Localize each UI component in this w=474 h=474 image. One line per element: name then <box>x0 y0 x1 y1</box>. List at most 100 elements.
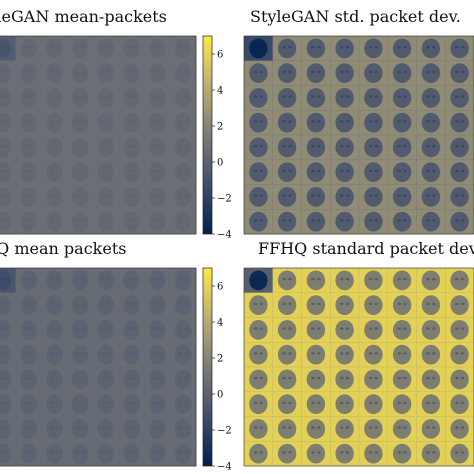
packet-tile <box>243 391 274 417</box>
colorbar-tick-label: 2 <box>217 354 223 365</box>
packet-tile <box>67 85 94 111</box>
panel-title-3: FFHQ mean packets <box>0 239 126 258</box>
panel-title-1: StyleGAN mean-packets <box>0 7 167 26</box>
packet-tile <box>41 184 68 210</box>
heatmap-stylegan-mean <box>0 35 197 235</box>
packet-tile <box>0 441 17 467</box>
packet-tile <box>144 366 171 393</box>
packet-tile <box>243 317 274 343</box>
packet-tile <box>301 267 331 294</box>
packet-tile <box>387 209 417 235</box>
packet-tile <box>144 342 171 368</box>
colorbar-tick-label: −2 <box>217 426 232 437</box>
packet-tile <box>387 292 417 318</box>
colorbar-tick-label: 0 <box>217 158 223 169</box>
packet-tile <box>387 317 417 343</box>
packet-tile <box>387 85 417 111</box>
packet-tile <box>41 317 68 343</box>
packet-tile <box>358 292 389 318</box>
packet-tile <box>387 441 417 467</box>
packet-tile <box>387 391 417 417</box>
packet-tile <box>41 441 68 467</box>
packet-tile <box>330 184 360 210</box>
packet-tile <box>243 209 274 235</box>
packet-tile <box>0 209 17 235</box>
packet-tile <box>387 184 417 210</box>
packet-tile <box>330 342 360 368</box>
packet-tile <box>358 110 389 136</box>
packet-tile <box>272 35 302 62</box>
packet-tile <box>272 209 302 235</box>
heatmap-stylegan-std <box>243 35 474 235</box>
packet-tile <box>445 267 474 294</box>
packet-tile <box>387 134 417 161</box>
packet-tile <box>144 159 171 185</box>
packet-tile <box>416 292 446 318</box>
packet-tile <box>170 391 197 417</box>
packet-tile <box>170 441 197 467</box>
packet-tile <box>0 391 17 417</box>
packet-tile <box>330 159 360 185</box>
packet-tile <box>272 416 302 442</box>
packet-tile <box>67 366 94 393</box>
packet-tile <box>416 134 446 161</box>
packet-tile <box>272 85 302 111</box>
packet-tile <box>445 342 474 368</box>
packet-tile <box>416 110 446 136</box>
packet-tile <box>92 60 120 86</box>
packet-tile <box>387 110 417 136</box>
packet-tile <box>330 416 360 442</box>
packet-tile <box>358 391 389 417</box>
packet-tile <box>92 267 120 294</box>
colorbar-tick-label: 6 <box>217 282 223 293</box>
colorbar-tick-label: −4 <box>217 230 232 241</box>
packet-tile <box>0 416 17 442</box>
heatmap-ffhq-std <box>243 267 474 467</box>
packet-tile <box>92 184 120 210</box>
packet-tile <box>301 35 331 62</box>
packet-tile <box>41 267 68 294</box>
packet-tile <box>41 342 68 368</box>
packet-tile <box>144 441 171 467</box>
packet-tile <box>170 317 197 343</box>
packet-tile <box>67 391 94 417</box>
packet-tile <box>15 267 42 294</box>
packet-tile <box>144 60 171 86</box>
packet-tile <box>144 292 171 318</box>
packet-tile <box>330 317 360 343</box>
packet-tile <box>41 35 68 62</box>
packet-tile <box>358 209 389 235</box>
packet-tile <box>301 342 331 368</box>
packet-tile <box>0 184 17 210</box>
packet-tile <box>358 416 389 442</box>
packet-tile <box>243 184 274 210</box>
packet-tile <box>144 416 171 442</box>
packet-tile <box>67 416 94 442</box>
packet-tile <box>301 110 331 136</box>
packet-tile <box>144 209 171 235</box>
packet-tile <box>416 209 446 235</box>
packet-tile <box>67 441 94 467</box>
packet-tile <box>358 134 389 161</box>
packet-tile <box>243 159 274 185</box>
packet-tile <box>416 159 446 185</box>
colorbar-top: 6 4 2 0 −2 −4 <box>202 35 232 241</box>
packet-tile <box>170 416 197 442</box>
packet-tile <box>92 416 120 442</box>
packet-tile <box>67 35 94 62</box>
packet-tile <box>15 391 42 417</box>
packet-tile <box>170 184 197 210</box>
packet-tile <box>243 366 274 393</box>
packet-tile <box>358 159 389 185</box>
packet-tile <box>118 209 145 235</box>
packet-tile <box>41 159 68 185</box>
packet-tile <box>387 35 417 62</box>
packet-tile <box>15 292 42 318</box>
packet-tile <box>445 35 474 62</box>
packet-tile <box>387 366 417 393</box>
packet-tile <box>272 317 302 343</box>
packet-tile <box>272 366 302 393</box>
colorbar-tick-label: −4 <box>217 462 232 473</box>
packet-tile <box>387 159 417 185</box>
